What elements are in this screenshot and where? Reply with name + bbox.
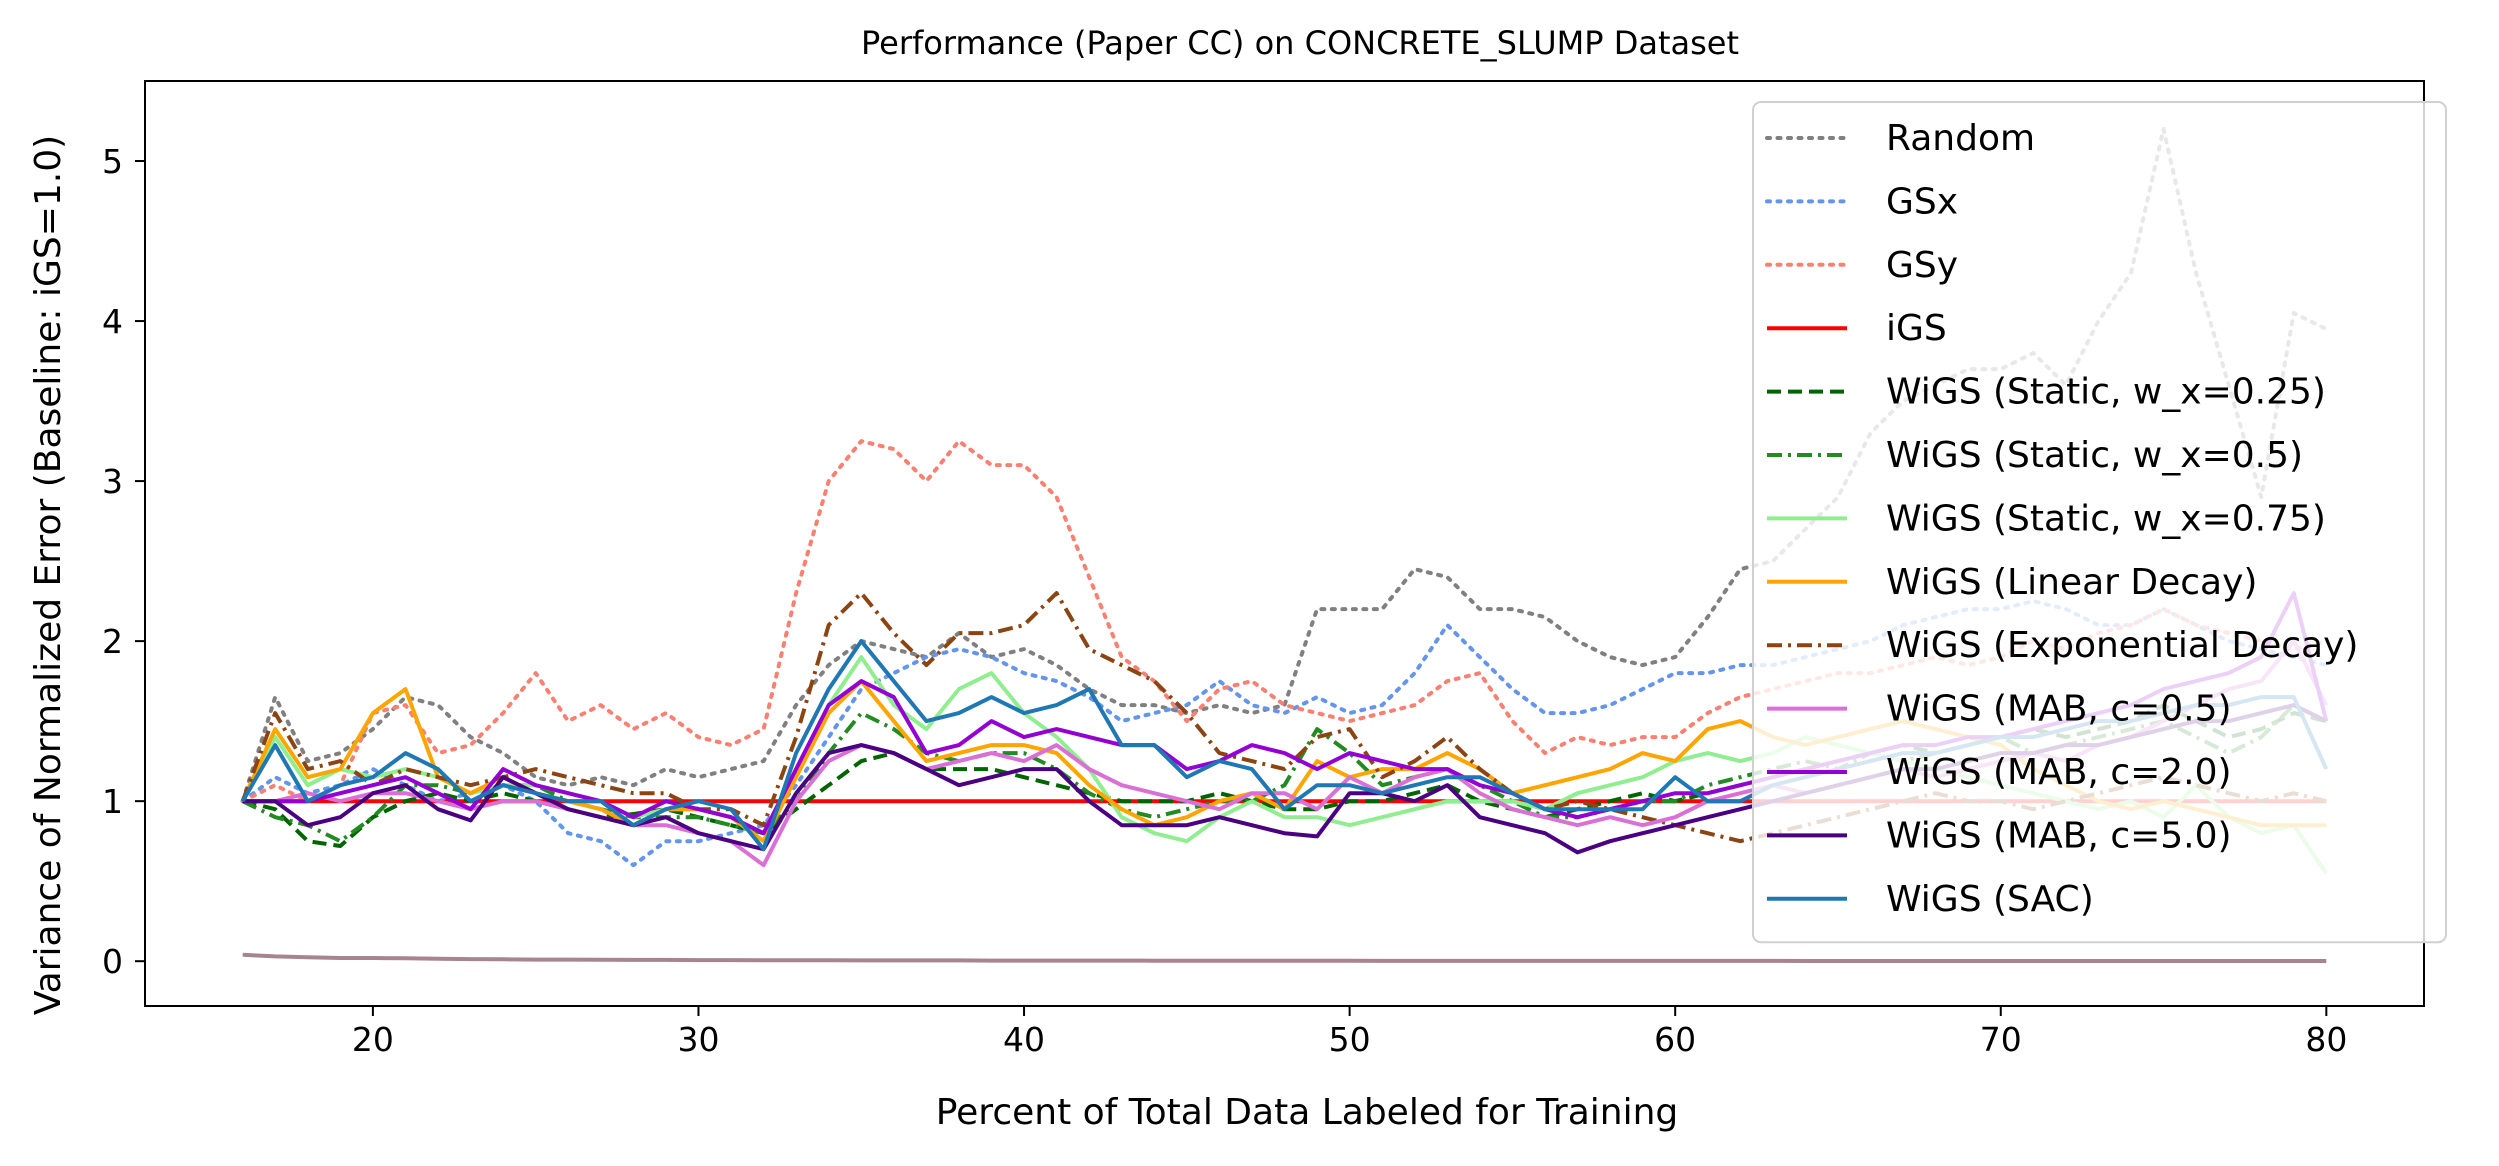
series-line-random xyxy=(240,127,2329,804)
x-ticks: 20 30 40 50 60 70 80 xyxy=(352,1006,2347,1059)
legend-box xyxy=(1752,101,2447,944)
legend-label: GSx xyxy=(1886,181,1958,222)
y-tick-label: 0 xyxy=(102,942,123,981)
series-line-gsy xyxy=(240,439,2329,804)
legend-label: WiGS (SAC) xyxy=(1886,879,2094,920)
y-axis-label: Variance of Normalized Error (Baseline: … xyxy=(28,135,69,1015)
legend-label: WiGS (Linear Decay) xyxy=(1886,562,2257,603)
legend-label: WiGS (MAB, c=5.0) xyxy=(1886,815,2232,856)
x-tick-label: 30 xyxy=(677,1020,719,1059)
legend-label: WiGS (MAB, c=0.5) xyxy=(1886,689,2232,730)
y-tick-label: 4 xyxy=(102,302,123,341)
legend-label: WiGS (Static, w_x=0.5) xyxy=(1886,435,2303,476)
x-tick-label: 80 xyxy=(2305,1020,2347,1059)
x-tick-label: 60 xyxy=(1654,1020,1696,1059)
chart-title: Performance (Paper CC) on CONCRETE_SLUMP… xyxy=(861,24,1739,62)
x-tick-label: 20 xyxy=(352,1020,394,1059)
legend-label: WiGS (MAB, c=2.0) xyxy=(1886,752,2232,793)
series-line-gsx xyxy=(240,599,2329,868)
y-tick-label: 3 xyxy=(102,462,123,501)
x-axis-label: Percent of Total Data Labeled for Traini… xyxy=(936,1092,1679,1133)
legend-label: WiGS (Exponential Decay) xyxy=(1886,625,2358,666)
legend-label: WiGS (Static, w_x=0.25) xyxy=(1886,372,2326,413)
legend: Random GSx GSy iGS WiGS (Static, w_x=0.25) Wi… xyxy=(1752,101,2447,944)
legend-label: iGS xyxy=(1886,308,1947,349)
legend-label: WiGS (Static, w_x=0.75) xyxy=(1886,498,2326,539)
x-tick-label: 40 xyxy=(1003,1020,1045,1059)
y-tick-label: 5 xyxy=(102,142,123,181)
x-tick-label: 70 xyxy=(1980,1020,2022,1059)
y-tick-label: 2 xyxy=(102,622,123,661)
x-tick-label: 50 xyxy=(1329,1020,1371,1059)
y-tick-label: 1 xyxy=(102,782,123,821)
series-line-wigs-exponential-decay xyxy=(240,591,2327,844)
legend-label: Random xyxy=(1886,118,2035,159)
legend-label: GSy xyxy=(1886,245,1958,286)
series-line-baseline xyxy=(242,952,2327,963)
y-ticks: 0 1 2 3 4 5 xyxy=(102,142,145,981)
